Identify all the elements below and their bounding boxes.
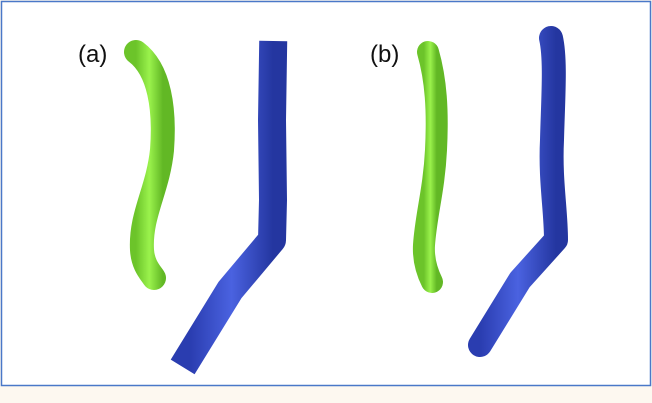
- panel-label: (b): [370, 41, 399, 68]
- blue-tube: [170, 40, 288, 375]
- blue-tube: [468, 26, 568, 357]
- green-tube: [412, 41, 448, 293]
- green-tube: [124, 40, 175, 290]
- panel-label: (a): [78, 41, 107, 68]
